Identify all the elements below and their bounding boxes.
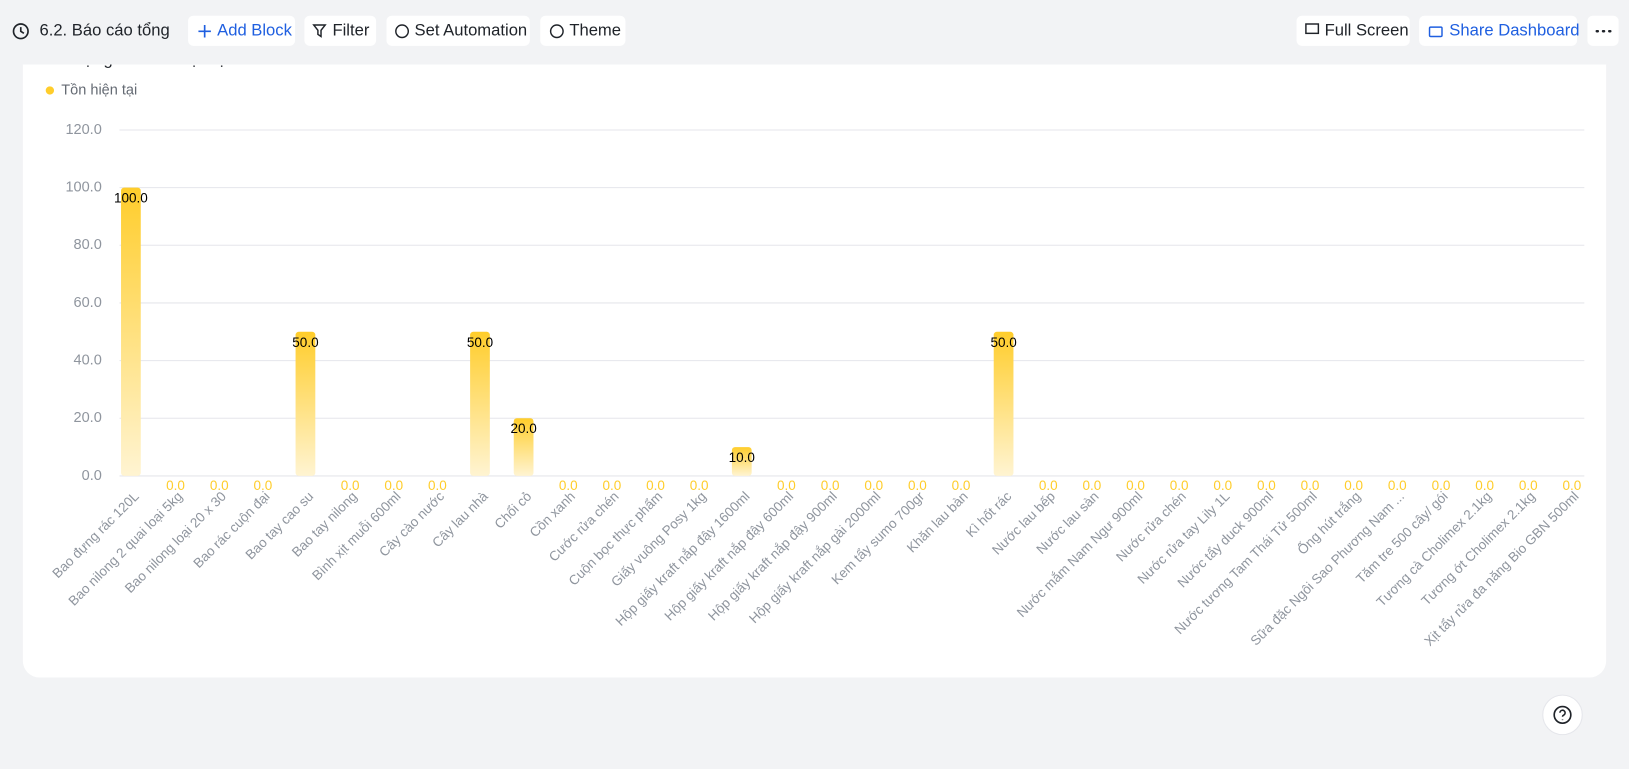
data-label: 0.0 — [1562, 478, 1581, 493]
full-screen-button[interactable] — [1296, 15, 1410, 46]
legend-label: Tồn hiện tại — [61, 82, 137, 98]
data-label: 0.0 — [952, 478, 971, 493]
history-icon[interactable] — [12, 23, 29, 40]
data-label: 0.0 — [1170, 478, 1189, 493]
add-block-label: Add Block — [217, 21, 292, 40]
bar — [513, 418, 534, 476]
full-screen-icon — [1305, 23, 1320, 35]
automation-icon — [395, 24, 410, 39]
y-tick-label: 120.0 — [65, 122, 101, 138]
share-label: Share Dashboard — [1449, 21, 1579, 40]
data-label: 0.0 — [166, 478, 185, 493]
bar — [295, 331, 316, 476]
data-label: 10.0 — [729, 450, 755, 465]
data-label: 0.0 — [559, 478, 578, 493]
data-label: 0.0 — [253, 478, 272, 493]
help-button[interactable] — [1542, 694, 1583, 736]
data-label: 100.0 — [114, 191, 148, 206]
plus-icon — [198, 25, 211, 38]
y-tick-label: 60.0 — [74, 295, 102, 311]
data-label: 0.0 — [1213, 478, 1232, 493]
data-label: 0.0 — [646, 478, 665, 493]
data-label: 0.0 — [1301, 478, 1320, 493]
data-label: 0.0 — [603, 478, 622, 493]
legend-marker — [45, 86, 55, 95]
dashboard-title: 6.2. Báo cáo tổng — [39, 21, 169, 40]
bar — [121, 187, 141, 476]
data-label: 0.0 — [821, 478, 840, 493]
data-label: 0.0 — [428, 478, 447, 493]
data-label: 0.0 — [1475, 478, 1494, 493]
share-button[interactable] — [1419, 15, 1578, 46]
bar — [470, 331, 490, 476]
data-label: 0.0 — [864, 478, 883, 493]
data-label: 0.0 — [1082, 478, 1101, 493]
help-icon — [1553, 705, 1572, 725]
data-label: 50.0 — [292, 335, 318, 350]
y-tick-label: 80.0 — [74, 237, 102, 253]
data-label: 0.0 — [210, 478, 229, 493]
data-label: 20.0 — [510, 421, 536, 436]
theme-button[interactable] — [540, 15, 626, 46]
card — [22, 31, 1607, 678]
y-tick-label: 20.0 — [74, 410, 102, 426]
data-label: 0.0 — [1039, 478, 1058, 493]
filter-button[interactable] — [304, 15, 377, 46]
data-label: 0.0 — [1388, 478, 1407, 493]
automation-label: Set Automation — [415, 21, 528, 40]
data-label: 50.0 — [467, 335, 493, 350]
y-tick-label: 40.0 — [74, 352, 102, 368]
data-label: 0.0 — [1126, 478, 1145, 493]
data-label: 0.0 — [1257, 478, 1276, 493]
y-tick-label: 100.0 — [65, 179, 101, 195]
full-screen-label: Full Screen — [1325, 21, 1409, 40]
data-label: 0.0 — [777, 478, 796, 493]
y-tick-label: 0.0 — [82, 468, 102, 484]
data-label: 0.0 — [384, 478, 403, 493]
theme-label: Theme — [569, 21, 621, 40]
data-label: 0.0 — [1344, 478, 1363, 493]
data-label: 50.0 — [990, 335, 1016, 350]
bar — [993, 331, 1014, 476]
help-icon-mark — [1559, 709, 1566, 721]
bar — [731, 447, 752, 476]
history-icon-hand — [19, 27, 25, 35]
filter-icon — [312, 24, 327, 38]
data-label: 0.0 — [908, 478, 927, 493]
theme-icon — [549, 24, 564, 39]
filter-label: Filter — [332, 21, 369, 40]
automation-button[interactable] — [386, 15, 530, 46]
data-label: 0.0 — [341, 478, 360, 493]
share-icon — [1428, 26, 1443, 38]
add-block-button[interactable] — [188, 15, 296, 46]
data-label: 0.0 — [690, 478, 709, 493]
data-label: 0.0 — [1432, 478, 1451, 493]
data-label: 0.0 — [1519, 478, 1538, 493]
